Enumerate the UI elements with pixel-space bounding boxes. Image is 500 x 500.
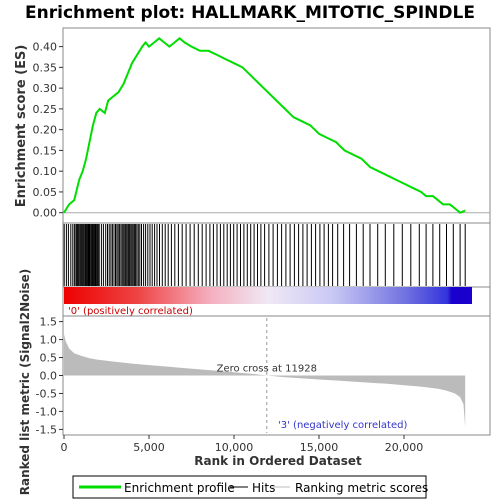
x-tick-label: 20,000 [385,441,424,454]
negative-correlation-label: '3' (negatively correlated) [278,420,407,431]
x-tick-label: 15,000 [300,441,339,454]
es-y-tick-label: 0.25 [33,103,58,116]
es-y-tick-label: 0.05 [33,186,58,199]
metric-y-tick-label: -1.0 [36,405,57,418]
metric-y-tick-label: 0.5 [40,352,58,365]
es-y-tick-label: 0.30 [33,82,58,95]
zero-cross-label: Zero cross at 11928 [217,364,317,375]
positive-correlation-label: '0' (positively correlated) [68,306,193,317]
x-axis-ticks: 0 5,000 10,000 15,000 20,000 [61,435,424,454]
metric-y-tick-label: 1.5 [40,316,58,329]
x-tick-label: 0 [61,441,68,454]
legend-label-hits: Hits [252,481,275,495]
metric-y-axis-label: Ranked list metric (Signal2Noise) [18,269,32,496]
hits-panel [62,222,491,288]
es-panel-frame [62,27,491,224]
es-y-axis-label: Enrichment score (ES) [14,45,29,208]
es-y-tick-label: 0.00 [33,207,58,220]
metric-y-tick-label: -0.5 [36,387,57,400]
legend-box [72,475,427,499]
metric-y-tick-label: -1.5 [36,423,57,436]
metric-y-ticks: -1.5 -1.0 -0.5 0.0 0.5 1.0 1.5 [36,316,63,436]
metric-y-tick-label: 1.0 [40,334,58,347]
ranking-metric-area [64,334,466,428]
rank-gradient-panel: '0' (positively correlated) [62,286,491,317]
es-y-tick-label: 0.15 [33,144,58,157]
es-y-tick-label: 0.10 [33,165,58,178]
enrichment-profile-line [63,37,466,214]
es-y-tick-label: 0.35 [33,61,58,74]
metric-panel: -1.5 -1.0 -0.5 0.0 0.5 1.0 1.5 Zero cross at 1… [18,269,491,496]
x-tick-label: 5,000 [133,441,165,454]
legend-label-metric: Ranking metric scores [295,481,428,495]
x-axis-label: Rank in Ordered Dataset [194,454,362,468]
legend: Enrichment profile Hits Ranking metric s… [72,475,428,499]
legend-label-enrichment: Enrichment profile [124,481,235,495]
es-panel: 0.00 0.05 0.10 0.15 0.20 0.25 0.30 0.35 0.40 Enr… [14,27,491,224]
chart-title: Enrichment plot: HALLMARK_MITOTIC_SPINDL… [25,3,475,23]
hit-marks [63,224,466,286]
es-y-ticks: 0.00 0.05 0.10 0.15 0.20 0.25 0.30 0.35 0.40 [33,41,63,220]
es-y-tick-label: 0.40 [33,41,58,54]
rank-gradient-bar [64,287,472,304]
metric-y-tick-label: 0.0 [40,370,58,383]
es-y-tick-label: 0.20 [33,124,58,137]
x-tick-label: 10,000 [215,441,254,454]
